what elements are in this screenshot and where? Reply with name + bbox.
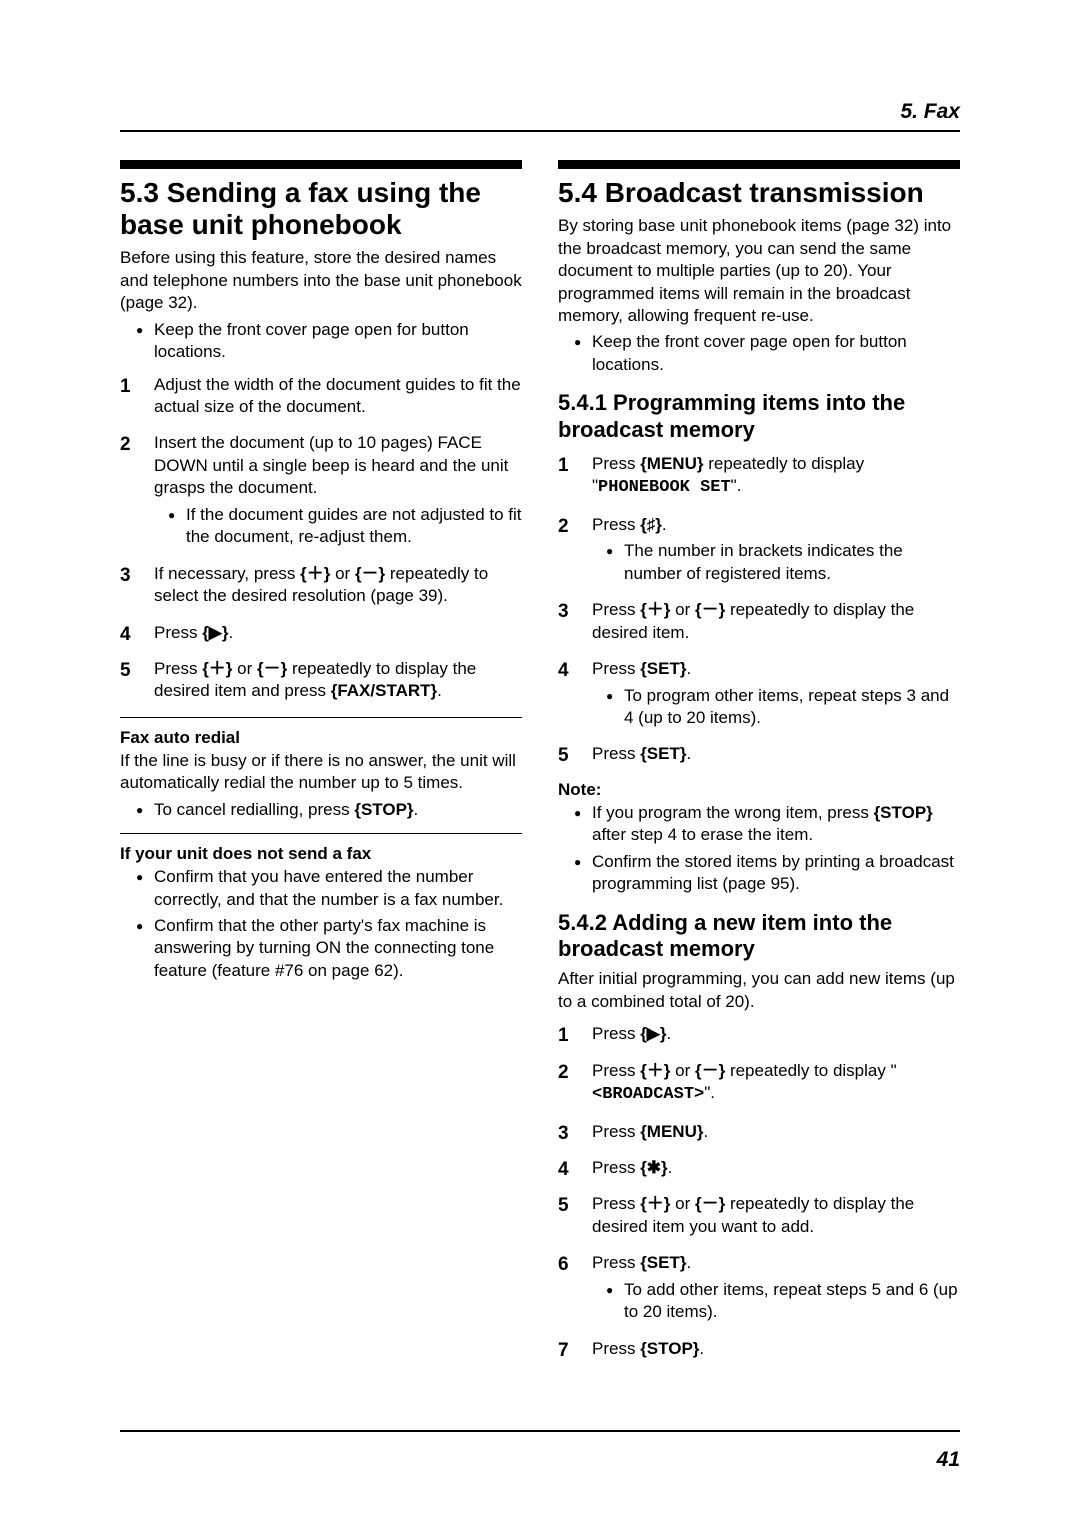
bullet-item: Keep the front cover page open for butto… xyxy=(136,319,522,364)
step-5: Press {＋} or {－} repeatedly to display t… xyxy=(120,658,522,703)
menu-button: {MENU} xyxy=(640,454,703,473)
step-3: If necessary, press {＋} or {－} repeatedl… xyxy=(120,563,522,608)
step-2: Press {♯}. The number in brackets indica… xyxy=(558,514,960,585)
plus-button-icon: {＋} xyxy=(202,659,232,678)
stop-button: {STOP} xyxy=(874,803,933,822)
set-button: {SET} xyxy=(640,659,686,678)
minus-button-icon: {－} xyxy=(695,600,725,619)
divider xyxy=(120,717,522,718)
plus-button-icon: {＋} xyxy=(300,564,330,583)
plus-button-icon: {＋} xyxy=(640,1061,670,1080)
step-5: Press {SET}. xyxy=(558,743,960,765)
section-heading-5-3: 5.3 Sending a fax using the base unit ph… xyxy=(120,177,522,241)
intro-text: By storing base unit phonebook items (pa… xyxy=(558,215,960,327)
steps-list: Press {MENU} repeatedly to display "PHON… xyxy=(558,453,960,766)
hash-button-icon: {♯} xyxy=(640,515,662,534)
step-2: Insert the document (up to 10 pages) FAC… xyxy=(120,432,522,548)
display-phonebook-set: PHONEBOOK SET xyxy=(598,478,731,497)
bullet-item: Confirm the stored items by printing a b… xyxy=(574,851,960,896)
bullet-item: Confirm that you have entered the number… xyxy=(136,866,522,911)
section-bar xyxy=(120,160,522,169)
bullet-item: If you program the wrong item, press {ST… xyxy=(574,802,960,847)
substep: To program other items, repeat steps 3 a… xyxy=(606,685,960,730)
step-4: Press {SET}. To program other items, rep… xyxy=(558,658,960,729)
step-7: Press {STOP}. xyxy=(558,1338,960,1360)
divider xyxy=(120,833,522,834)
right-column: 5.4 Broadcast transmission By storing ba… xyxy=(558,160,960,1374)
step-3: Press {MENU}. xyxy=(558,1121,960,1143)
bullet-item: Keep the front cover page open for butto… xyxy=(574,331,960,376)
step-4: Press {✱}. xyxy=(558,1157,960,1179)
content-columns: 5.3 Sending a fax using the base unit ph… xyxy=(120,160,960,1374)
fax-auto-redial-heading: Fax auto redial xyxy=(120,728,522,748)
nosend-heading: If your unit does not send a fax xyxy=(120,844,522,864)
redial-bullets: To cancel redialling, press {STOP}. xyxy=(136,799,522,821)
substep: If the document guides are not adjusted … xyxy=(168,504,522,549)
step-4: Press {▶}. xyxy=(120,622,522,644)
nosend-bullets: Confirm that you have entered the number… xyxy=(136,866,522,982)
menu-button: {MENU} xyxy=(640,1122,703,1141)
redial-text: If the line is busy or if there is no an… xyxy=(120,750,522,795)
bullet-item: Confirm that the other party's fax machi… xyxy=(136,915,522,982)
section-bar xyxy=(558,160,960,169)
display-broadcast: <BROADCAST> xyxy=(592,1085,704,1104)
step-2: Press {＋} or {－} repeatedly to display "… xyxy=(558,1060,960,1107)
plus-button-icon: {＋} xyxy=(640,600,670,619)
step-6: Press {SET}. To add other items, repeat … xyxy=(558,1252,960,1323)
fax-start-button: {FAX/START} xyxy=(331,681,437,700)
steps-list: Press {▶}. Press {＋} or {－} repeatedly t… xyxy=(558,1023,960,1360)
subsection-heading-5-4-1: 5.4.1 Programming items into the broadca… xyxy=(558,390,960,443)
steps-list: Adjust the width of the document guides … xyxy=(120,374,522,703)
star-button-icon: {✱} xyxy=(640,1158,667,1177)
step-1: Press {▶}. xyxy=(558,1023,960,1045)
substep: To add other items, repeat steps 5 and 6… xyxy=(606,1279,960,1324)
subsection-heading-5-4-2: 5.4.2 Adding a new item into the broadca… xyxy=(558,910,960,963)
step-1: Press {MENU} repeatedly to display "PHON… xyxy=(558,453,960,500)
plus-button-icon: {＋} xyxy=(640,1194,670,1213)
minus-button-icon: {－} xyxy=(695,1194,725,1213)
bullet-item: To cancel redialling, press {STOP}. xyxy=(136,799,522,821)
right-arrow-icon: {▶} xyxy=(202,623,228,642)
intro-bullets: Keep the front cover page open for butto… xyxy=(136,319,522,364)
chapter-header: 5. Fax xyxy=(120,100,960,132)
right-arrow-icon: {▶} xyxy=(640,1024,666,1043)
step-3: Press {＋} or {－} repeatedly to display t… xyxy=(558,599,960,644)
left-column: 5.3 Sending a fax using the base unit ph… xyxy=(120,160,522,1374)
step-1: Adjust the width of the document guides … xyxy=(120,374,522,419)
minus-button-icon: {－} xyxy=(355,564,385,583)
step-5: Press {＋} or {－} repeatedly to display t… xyxy=(558,1193,960,1238)
minus-button-icon: {－} xyxy=(695,1061,725,1080)
note-bullets: If you program the wrong item, press {ST… xyxy=(574,802,960,896)
page-number: 41 xyxy=(937,1448,960,1472)
intro-bullets: Keep the front cover page open for butto… xyxy=(574,331,960,376)
minus-button-icon: {－} xyxy=(257,659,287,678)
sub2-intro: After initial programming, you can add n… xyxy=(558,968,960,1013)
footer-divider xyxy=(120,1430,960,1432)
set-button: {SET} xyxy=(640,1253,686,1272)
intro-text: Before using this feature, store the des… xyxy=(120,247,522,314)
stop-button: {STOP} xyxy=(640,1339,699,1358)
note-heading: Note: xyxy=(558,780,960,800)
stop-button: {STOP} xyxy=(354,800,413,819)
section-heading-5-4: 5.4 Broadcast transmission xyxy=(558,177,960,209)
substep: The number in brackets indicates the num… xyxy=(606,540,960,585)
set-button: {SET} xyxy=(640,744,686,763)
